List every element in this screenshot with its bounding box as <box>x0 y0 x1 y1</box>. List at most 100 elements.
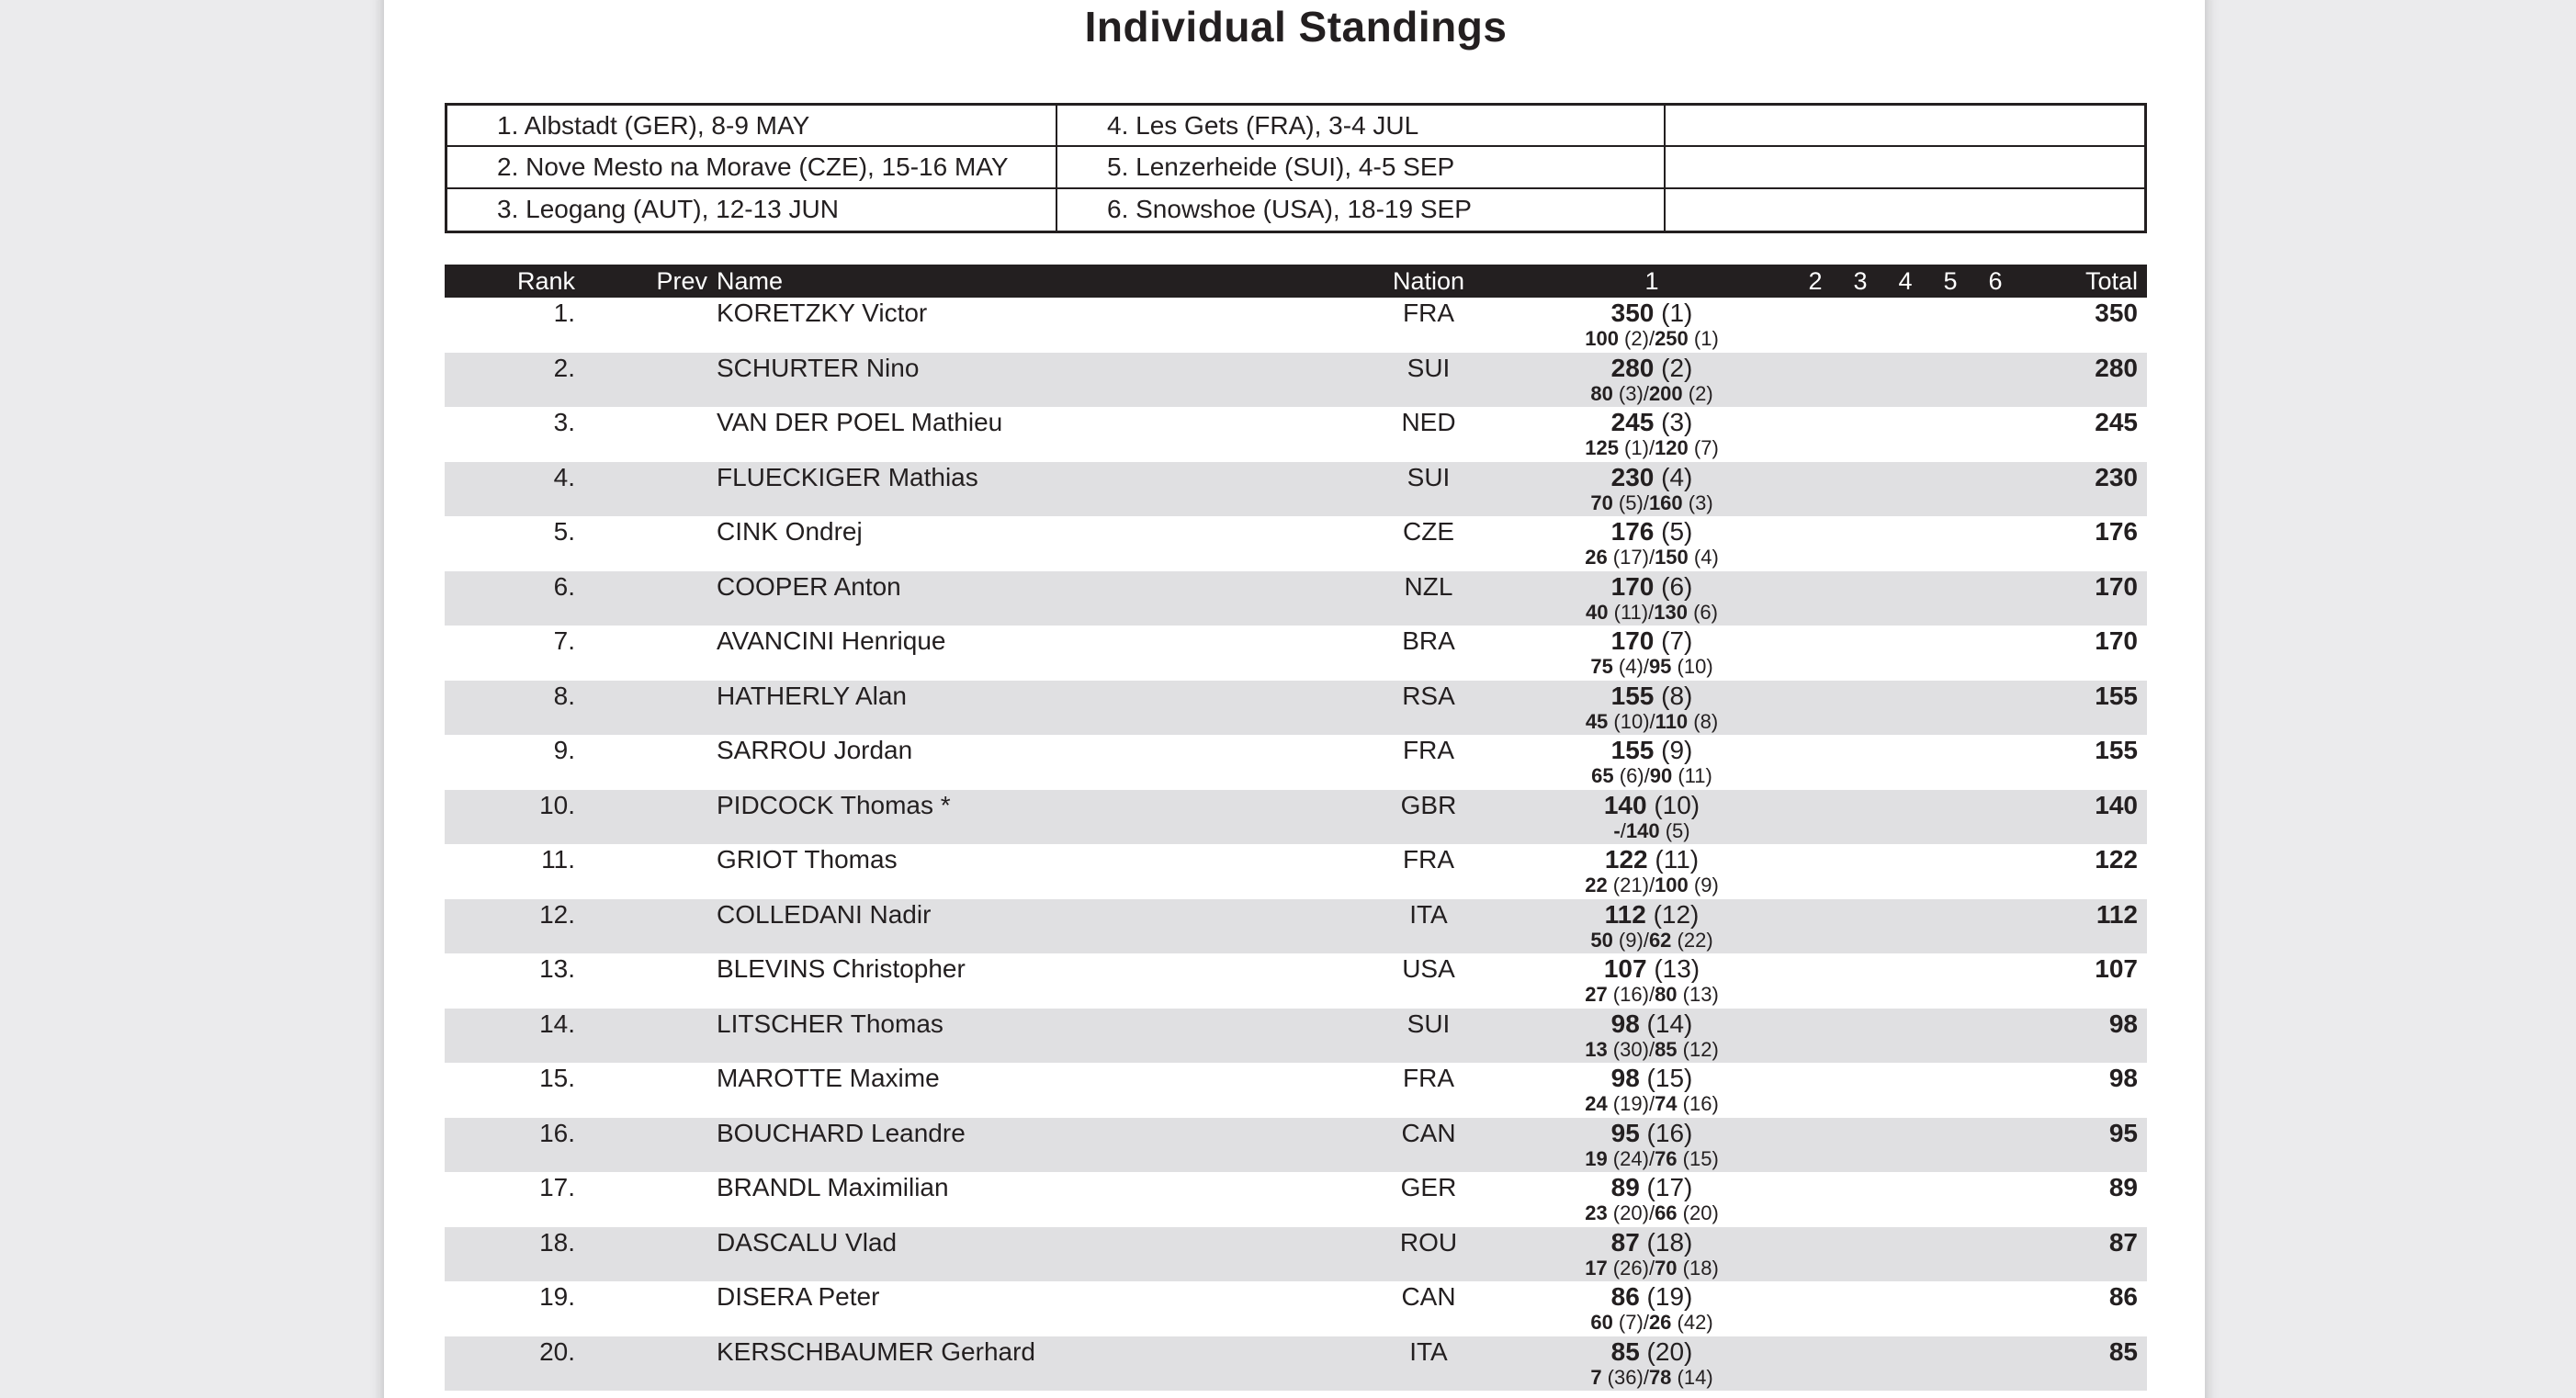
breakdown-xcc-position: (6) <box>1687 600 1718 624</box>
breakdown-separator: / <box>1648 1201 1655 1224</box>
race1-points-value: 112 <box>1604 899 1646 929</box>
prev-rank-cell <box>584 792 707 819</box>
breakdown-xcc-points: 76 <box>1655 1146 1678 1170</box>
breakdown-xcc-points: 200 <box>1648 381 1683 405</box>
race1-position: (18) <box>1639 1227 1693 1257</box>
total-points: 122 <box>2095 845 2138 874</box>
total-points: 170 <box>2095 571 2138 601</box>
race1-breakdown: 19 (24)/76 (15) <box>1523 1147 1780 1171</box>
rank-cell: 6. <box>553 571 575 601</box>
standings-row: 20. KERSCHBAUMER Gerhard ITA 85 (20) 7 (36)/… <box>445 1336 2147 1391</box>
rank-cell: 3. <box>553 408 575 436</box>
standings-row: 13. BLEVINS Christopher USA 107 (13) 27 (16)… <box>445 953 2147 1009</box>
prev-rank-cell <box>584 901 707 929</box>
race1-position: (12) <box>1645 899 1700 929</box>
race1-points-value: 170 <box>1610 626 1655 655</box>
prev-rank-cell <box>584 1010 707 1038</box>
breakdown-xcc-position: (10) <box>1671 655 1713 678</box>
nation-cell: FRA <box>1403 736 1454 764</box>
standings-row: 12. COLLEDANI Nadir ITA 112 (12) 50 (9)/62 (… <box>445 898 2147 953</box>
total-points: 98 <box>2108 1064 2138 1092</box>
breakdown-xcc-position: (22) <box>1671 928 1713 952</box>
breakdown-xco-position: (17) <box>1607 546 1649 569</box>
header-race-3: 3 <box>1853 267 1868 295</box>
nation-cell: CAN <box>1401 1282 1456 1311</box>
rank-cell: 14. <box>539 1009 575 1038</box>
header-race-1: 1 <box>1644 267 1659 295</box>
race1-points: 112 (12) <box>1523 899 1780 929</box>
nation-cell: CZE <box>1403 517 1454 546</box>
breakdown-xcc-points: 95 <box>1648 655 1672 678</box>
nation-cell: SUI <box>1407 462 1451 491</box>
race1-points-value: 170 <box>1610 571 1655 601</box>
total-points: 95 <box>2108 1118 2138 1147</box>
race1-points: 87 (18) <box>1523 1227 1780 1257</box>
rider-name: BLEVINS Christopher <box>717 954 966 983</box>
nation-cell: BRA <box>1402 626 1455 655</box>
header-nation: Nation <box>1392 267 1465 295</box>
total-points: 112 <box>2096 899 2138 929</box>
race1-position: (16) <box>1639 1118 1693 1147</box>
breakdown-xco-points: 80 <box>1590 381 1613 405</box>
breakdown-separator: / <box>1648 983 1655 1006</box>
breakdown-separator: / <box>1648 327 1655 350</box>
breakdown-xco-position: (16) <box>1607 983 1649 1006</box>
breakdown-xcc-points: 66 <box>1655 1201 1678 1224</box>
breakdown-xcc-position: (42) <box>1671 1311 1713 1334</box>
breakdown-xco-position: (9) <box>1612 928 1644 952</box>
rider-name: HATHERLY Alan <box>717 681 907 710</box>
venue-cell: 6. Snowshoe (USA), 18-19 SEP <box>1057 188 1666 231</box>
race1-position: (14) <box>1639 1009 1693 1038</box>
total-points: 170 <box>2095 626 2138 655</box>
breakdown-xcc-points: 250 <box>1655 327 1689 350</box>
header-prev: Prev <box>656 267 707 295</box>
rank-cell: 20. <box>539 1336 575 1366</box>
total-points: 230 <box>2095 462 2138 491</box>
breakdown-separator: / <box>1643 1365 1649 1389</box>
total-points: 86 <box>2108 1282 2138 1311</box>
header-race-5: 5 <box>1943 267 1958 295</box>
race1-points-value: 155 <box>1610 736 1655 764</box>
standings-row: 10. PIDCOCK Thomas * GBR 140 (10) -/140 (5) 1… <box>445 789 2147 844</box>
race1-breakdown: 26 (17)/150 (4) <box>1523 546 1780 569</box>
race1-breakdown: 24 (19)/74 (16) <box>1523 1092 1780 1116</box>
total-points: 107 <box>2095 954 2138 983</box>
race1-points: 85 (20) <box>1523 1336 1780 1366</box>
breakdown-xco-points: 19 <box>1585 1146 1608 1170</box>
race1-points: 89 (17) <box>1523 1174 1780 1201</box>
breakdown-xco-points: - <box>1613 818 1621 842</box>
race1-points-value: 280 <box>1610 353 1655 382</box>
race1-position: (8) <box>1654 681 1693 710</box>
race1-position: (19) <box>1639 1282 1693 1311</box>
race1-points: 140 (10) <box>1523 791 1780 819</box>
race1-points-value: 85 <box>1610 1336 1640 1366</box>
breakdown-xcc-points: 80 <box>1655 983 1678 1006</box>
race1-points: 155 (9) <box>1523 737 1780 764</box>
prev-rank-cell <box>584 1174 707 1201</box>
breakdown-xco-position: (11) <box>1608 600 1649 624</box>
breakdown-xcc-points: 130 <box>1654 600 1688 624</box>
breakdown-separator: / <box>1644 764 1650 787</box>
breakdown-xcc-position: (7) <box>1688 436 1719 459</box>
breakdown-xco-position: (24) <box>1607 1146 1649 1170</box>
breakdown-xco-points: 60 <box>1590 1311 1613 1334</box>
race1-points-value: 122 <box>1604 845 1648 874</box>
breakdown-xcc-points: 70 <box>1655 1256 1678 1280</box>
breakdown-xco-points: 23 <box>1585 1201 1608 1224</box>
prev-rank-cell <box>584 1283 707 1311</box>
prev-rank-cell <box>584 682 707 710</box>
race1-points-value: 86 <box>1610 1282 1640 1311</box>
breakdown-xcc-position: (12) <box>1677 1037 1719 1061</box>
venue-cell: 1. Albstadt (GER), 8-9 MAY <box>447 106 1057 148</box>
total-points: 280 <box>2095 353 2138 382</box>
race1-points-value: 87 <box>1610 1227 1640 1257</box>
breakdown-xco-position: (5) <box>1612 490 1644 514</box>
standings-rows: 1. KORETZKY Victor FRA 350 (1) 100 (2)/250 (… <box>445 298 2147 1391</box>
breakdown-xcc-points: 78 <box>1648 1365 1672 1389</box>
breakdown-separator: / <box>1643 928 1649 952</box>
prev-rank-cell <box>584 355 707 382</box>
prev-rank-cell <box>584 1229 707 1257</box>
breakdown-xcc-position: (3) <box>1682 490 1713 514</box>
breakdown-xco-points: 125 <box>1585 436 1619 459</box>
race1-points: 230 (4) <box>1523 463 1780 491</box>
